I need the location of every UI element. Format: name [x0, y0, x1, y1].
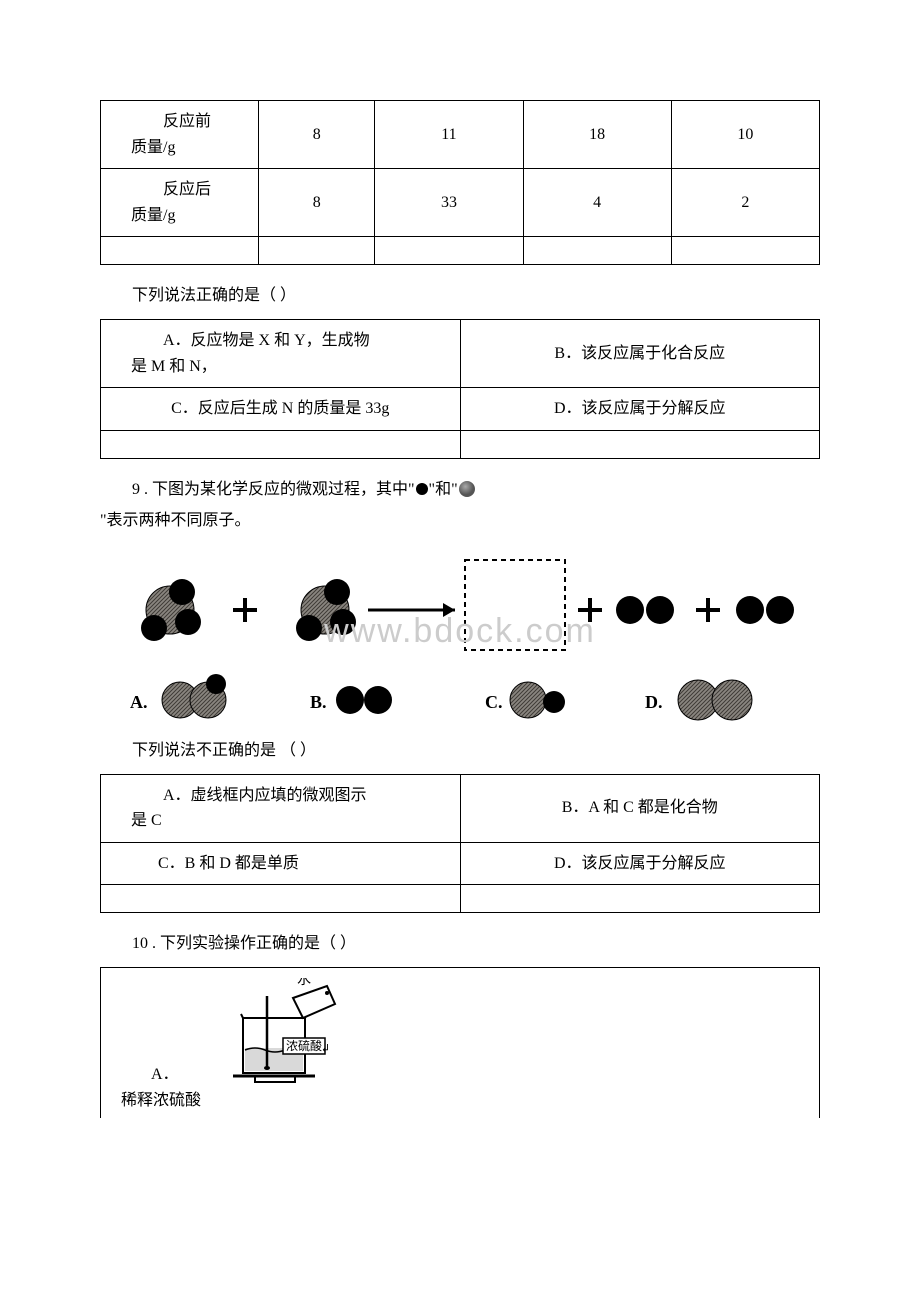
row-header: 反应后 质量/g	[101, 169, 259, 237]
option-d: D．该反应属于分解反应	[460, 388, 820, 431]
cell: 10	[671, 101, 819, 169]
option-b: B．该反应属于化合反应	[460, 319, 820, 387]
header-l2: 质量/g	[131, 135, 248, 161]
cell: 4	[523, 169, 671, 237]
q9-line1: 9 . 下图为某化学反应的微观过程，其中" "和"	[100, 477, 820, 503]
cell: 18	[523, 101, 671, 169]
q10-option-a-box: A． 水 浓硫酸 ↲ 稀释浓硫酸	[100, 967, 820, 1118]
options-diagram: A. B. C. D.	[100, 670, 820, 730]
dilute-acid-figure: 水 浓硫酸 ↲	[215, 978, 355, 1088]
q9-t2: "和"	[429, 481, 458, 498]
reaction-figure: www.bdock.com A.B.C.D.	[100, 550, 820, 730]
cell: 8	[259, 101, 375, 169]
svg-text:↲: ↲	[321, 1043, 330, 1055]
option-d: D．该反应属于分解反应	[460, 842, 820, 885]
q8-options-table: A．反应物是 X 和 Y，生成物 是 M 和 N， B．该反应属于化合反应 C．…	[100, 319, 820, 459]
q8-prompt: 下列说法正确的是（ ）	[100, 283, 820, 309]
header-l1: 反应后	[131, 177, 248, 203]
beaker-figure-wrap: 水 浓硫酸 ↲	[185, 978, 355, 1088]
row-header: 反应前 质量/g	[101, 101, 259, 169]
q9-options-table: A．虚线框内应填的微观图示 是 C B．A 和 C 都是化合物 C．B 和 D …	[100, 774, 820, 914]
option-a: A．虚线框内应填的微观图示 是 C	[101, 774, 461, 842]
empty-row	[101, 885, 820, 913]
q10-optA-letter: A．	[151, 1062, 179, 1088]
q9-t1: 9 . 下图为某化学反应的微观过程，其中"	[132, 481, 415, 498]
option-a: A．反应物是 X 和 Y，生成物 是 M 和 N，	[101, 319, 461, 387]
table-row: 反应前 质量/g 8 11 18 10	[101, 101, 820, 169]
water-label: 水	[297, 978, 311, 988]
q9-prompt: 下列说法不正确的是 （ ）	[100, 738, 820, 764]
svg-text:A.: A.	[130, 692, 148, 712]
mass-table: 反应前 质量/g 8 11 18 10 反应后 质量/g 8 33 4 2	[100, 100, 820, 265]
dot-icon	[415, 482, 429, 496]
opt-a-l1: A．虚线框内应填的微观图示	[131, 783, 450, 809]
table-row: 反应后 质量/g 8 33 4 2	[101, 169, 820, 237]
svg-text:D.: D.	[645, 692, 663, 712]
opt-a-l2: 是 M 和 N，	[131, 358, 217, 375]
opt-a-l1: A．反应物是 X 和 Y，生成物	[131, 328, 450, 354]
q9-line2: "表示两种不同原子。	[100, 508, 820, 534]
cell: 2	[671, 169, 819, 237]
empty-row	[101, 237, 820, 265]
svg-text:C.: C.	[485, 692, 503, 712]
gray-atom-icon	[458, 480, 476, 498]
svg-text:B.: B.	[310, 692, 327, 712]
acid-label: 浓硫酸	[286, 1038, 322, 1053]
cell: 33	[375, 169, 523, 237]
option-c: C．反应后生成 N 的质量是 33g	[101, 388, 461, 431]
empty-row	[101, 430, 820, 458]
reaction-diagram	[100, 550, 820, 670]
cell: 8	[259, 169, 375, 237]
q10-line: 10 . 下列实验操作正确的是（ ）	[100, 931, 820, 957]
q10-optA-caption: 稀释浓硫酸	[121, 1088, 799, 1114]
option-c: C．B 和 D 都是单质	[101, 842, 461, 885]
header-l2: 质量/g	[131, 203, 248, 229]
option-b: B．A 和 C 都是化合物	[460, 774, 820, 842]
opt-a-l2: 是 C	[131, 812, 162, 829]
header-l1: 反应前	[131, 109, 248, 135]
cell: 11	[375, 101, 523, 169]
